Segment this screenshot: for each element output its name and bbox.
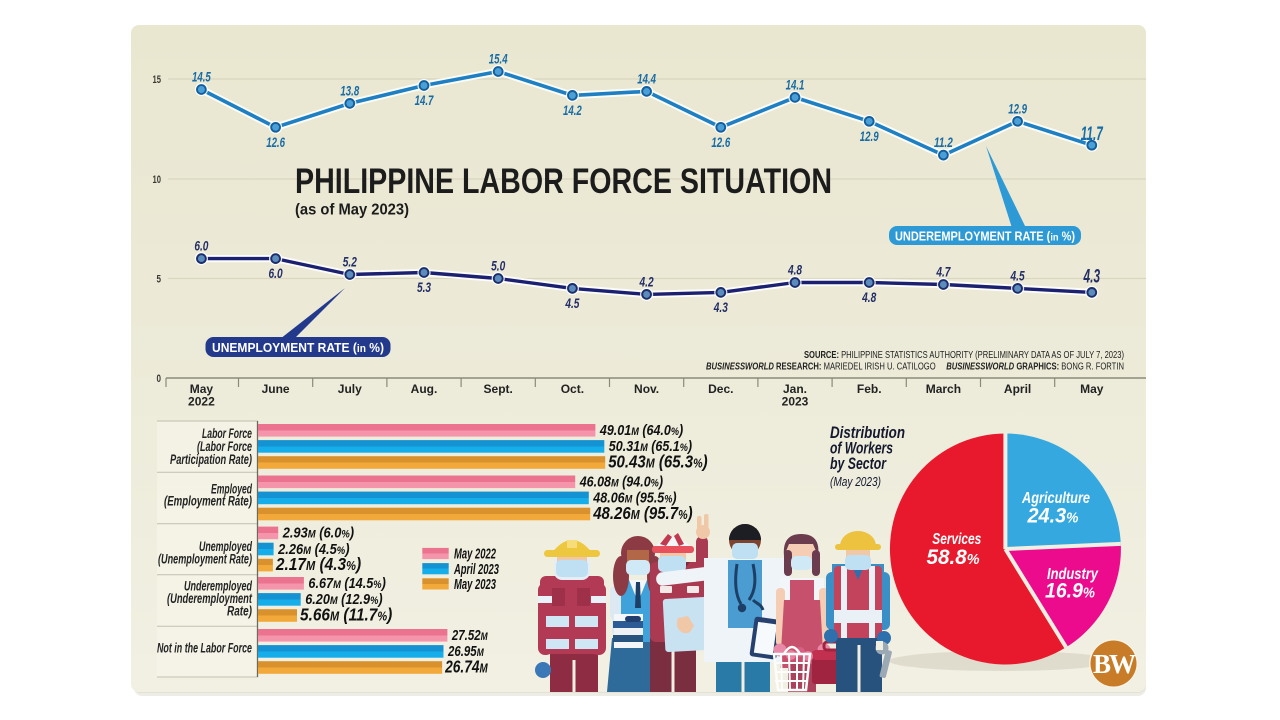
svg-text:May: May [1080, 382, 1104, 396]
svg-text:5.0: 5.0 [491, 258, 505, 274]
svg-text:May 2022: May 2022 [454, 546, 496, 563]
svg-text:4.3: 4.3 [1083, 266, 1100, 287]
svg-text:15: 15 [153, 74, 162, 86]
svg-text:Unemployed: Unemployed [199, 539, 252, 554]
svg-text:Nov.: Nov. [634, 382, 659, 396]
svg-text:Distribution: Distribution [830, 424, 905, 442]
svg-text:5.66M (11.7%): 5.66M (11.7%) [300, 604, 392, 624]
svg-text:14.5: 14.5 [192, 69, 211, 85]
svg-text:14.2: 14.2 [563, 102, 582, 118]
svg-text:2023: 2023 [782, 395, 809, 409]
svg-text:April 2023: April 2023 [453, 561, 499, 578]
svg-text:13.8: 13.8 [340, 82, 359, 98]
svg-text:26.74M: 26.74M [444, 656, 488, 676]
svg-text:UNDEREMPLOYMENT RATE (in %): UNDEREMPLOYMENT RATE (in %) [895, 230, 1075, 244]
svg-text:(Employment Rate): (Employment Rate) [164, 494, 252, 509]
svg-text:12.9: 12.9 [860, 128, 879, 144]
svg-text:Feb.: Feb. [857, 382, 882, 396]
svg-text:5.2: 5.2 [343, 254, 357, 270]
svg-text:April: April [1004, 382, 1031, 396]
svg-text:50.43M (65.3%): 50.43M (65.3%) [608, 451, 708, 471]
svg-text:Services: Services [932, 531, 981, 548]
svg-text:Not in the Labor Force: Not in the Labor Force [157, 640, 252, 655]
svg-text:June: June [262, 382, 290, 396]
svg-text:BW: BW [1093, 649, 1136, 679]
svg-text:(May 2023): (May 2023) [830, 475, 881, 489]
svg-text:12.6: 12.6 [711, 134, 730, 150]
svg-text:12.9: 12.9 [1008, 100, 1027, 116]
svg-text:4.5: 4.5 [1010, 267, 1025, 283]
svg-text:2.26M (4.5%): 2.26M (4.5%) [277, 541, 349, 558]
svg-text:4.5: 4.5 [565, 295, 580, 311]
svg-text:6.0: 6.0 [194, 238, 208, 254]
svg-text:14.7: 14.7 [415, 92, 435, 108]
svg-text:Labor Force: Labor Force [202, 426, 252, 441]
svg-text:Oct.: Oct. [561, 382, 584, 396]
svg-text:(Underemployment: (Underemployment [167, 591, 252, 606]
svg-text:Rate): Rate) [227, 604, 252, 619]
svg-text:5: 5 [157, 274, 162, 286]
svg-text:UNEMPLOYMENT RATE (in %): UNEMPLOYMENT RATE (in %) [212, 340, 384, 355]
svg-text:5.3: 5.3 [417, 279, 431, 295]
svg-text:Participation Rate): Participation Rate) [170, 452, 252, 467]
svg-text:0: 0 [157, 373, 162, 385]
svg-text:2.93M (6.0%): 2.93M (6.0%) [282, 525, 354, 542]
svg-text:2.17M (4.3%): 2.17M (4.3%) [275, 554, 361, 574]
svg-text:March: March [926, 382, 961, 396]
svg-text:27.52M: 27.52M [451, 627, 488, 644]
svg-text:Underemployed: Underemployed [184, 578, 252, 593]
svg-text:(Unemployment Rate): (Unemployment Rate) [158, 552, 252, 567]
svg-text:26.95M: 26.95M [447, 643, 484, 660]
svg-text:Dec.: Dec. [708, 382, 733, 396]
svg-text:6.67M (14.5%): 6.67M (14.5%) [308, 575, 385, 592]
svg-text:50.31M (65.1%): 50.31M (65.1%) [609, 438, 692, 455]
svg-text:14.4: 14.4 [637, 70, 656, 86]
svg-text:4.8: 4.8 [787, 262, 802, 278]
svg-text:of Workers: of Workers [830, 440, 893, 458]
svg-text:Aug.: Aug. [411, 382, 438, 396]
svg-text:2022: 2022 [188, 395, 215, 409]
svg-text:by Sector: by Sector [830, 455, 887, 473]
svg-text:May 2023: May 2023 [454, 576, 496, 593]
svg-text:14.1: 14.1 [786, 76, 805, 92]
svg-text:4.7: 4.7 [936, 264, 952, 280]
svg-text:4.8: 4.8 [861, 289, 876, 305]
svg-text:Employed: Employed [211, 481, 252, 496]
svg-text:11.7: 11.7 [1081, 124, 1104, 145]
svg-text:4.3: 4.3 [713, 299, 728, 315]
svg-text:(as of May 2023): (as of May 2023) [295, 202, 409, 219]
svg-text:15.4: 15.4 [489, 51, 508, 67]
svg-text:6.0: 6.0 [269, 265, 283, 281]
svg-text:48.26M (95.7%): 48.26M (95.7%) [592, 503, 692, 523]
svg-text:49.01M (64.0%): 49.01M (64.0%) [599, 422, 683, 439]
svg-text:July: July [338, 382, 362, 396]
svg-text:11.2: 11.2 [934, 134, 953, 150]
svg-text:6.20M (12.9%): 6.20M (12.9%) [305, 591, 382, 608]
svg-text:10: 10 [153, 174, 162, 186]
svg-text:24.3%: 24.3% [1027, 504, 1079, 528]
svg-text:48.06M (95.5%): 48.06M (95.5%) [592, 490, 676, 507]
svg-text:Agriculture: Agriculture [1021, 490, 1090, 507]
svg-text:May: May [190, 382, 214, 396]
svg-text:4.2: 4.2 [639, 273, 654, 289]
svg-text:12.6: 12.6 [266, 134, 285, 150]
svg-text:BUSINESSWORLD RESEARCH: MARIED: BUSINESSWORLD RESEARCH: MARIEDEL IRISH U… [706, 361, 1124, 373]
svg-text:PHILIPPINE LABOR FORCE SITUATI: PHILIPPINE LABOR FORCE SITUATION [295, 162, 832, 201]
svg-text:Sept.: Sept. [484, 382, 513, 396]
svg-text:Jan.: Jan. [783, 382, 807, 396]
svg-text:SOURCE: PHILIPPINE STATISTICS: SOURCE: PHILIPPINE STATISTICS AUTHORITY … [804, 349, 1124, 361]
svg-text:46.08M (94.0%): 46.08M (94.0%) [579, 474, 663, 491]
svg-text:Industry: Industry [1047, 566, 1099, 583]
svg-text:(Labor Force: (Labor Force [197, 439, 252, 454]
